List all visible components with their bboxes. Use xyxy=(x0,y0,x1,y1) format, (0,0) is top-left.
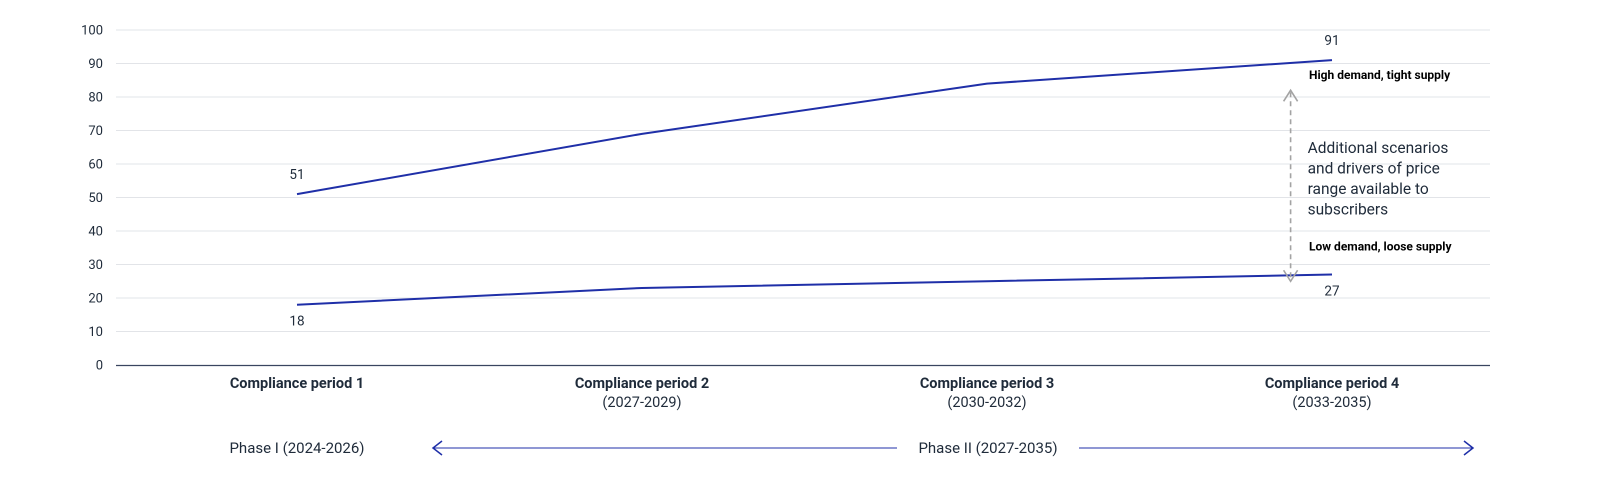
annotation-line: Additional scenarios xyxy=(1308,139,1449,157)
data-label: 91 xyxy=(1324,33,1339,49)
y-tick-label: 70 xyxy=(88,124,103,139)
series-label-high: High demand, tight supply xyxy=(1309,68,1451,82)
y-tick-label: 0 xyxy=(96,359,103,374)
x-axis-categories: Compliance period 1 Compliance period 2 (2… xyxy=(230,375,1399,411)
annotation-line: subscribers xyxy=(1308,201,1389,219)
y-tick-label: 100 xyxy=(81,24,103,39)
range-arrow-head-bottom xyxy=(1282,269,1299,283)
x-category-label: Compliance period 3 xyxy=(920,375,1054,392)
x-category-label: Compliance period 2 xyxy=(575,375,709,392)
x-category-years: (2027-2029) xyxy=(602,394,681,411)
grid-lines xyxy=(116,29,1490,332)
range-annotation: Additional scenarios and drivers of price… xyxy=(1282,88,1449,283)
x-category-label: Compliance period 4 xyxy=(1265,375,1399,392)
data-label: 51 xyxy=(289,167,304,183)
series-label-low: Low demand, loose supply xyxy=(1309,240,1452,254)
range-arrow-head-top xyxy=(1282,88,1299,102)
annotation-text: Additional scenarios and drivers of price… xyxy=(1308,139,1449,219)
y-tick-label: 80 xyxy=(88,91,103,106)
y-tick-label: 90 xyxy=(88,57,103,72)
series-line-low xyxy=(296,273,1333,306)
x-category-label: Compliance period 1 xyxy=(230,375,364,392)
y-tick-label: 60 xyxy=(88,158,103,173)
y-tick-label: 10 xyxy=(88,325,103,340)
x-category-years: (2030-2032) xyxy=(947,394,1026,411)
annotation-line: and drivers of price xyxy=(1308,160,1440,178)
y-axis-ticks: 0 10 20 30 40 50 60 70 80 90 100 xyxy=(81,24,103,374)
y-tick-label: 40 xyxy=(88,225,103,240)
phase-1-label: Phase I (2024-2026) xyxy=(229,439,364,457)
phase-2-arrow-right-head xyxy=(1463,440,1475,456)
phase-timeline: Phase I (2024-2026) Phase II (2027-2035) xyxy=(229,439,1475,457)
data-label: 18 xyxy=(289,314,304,330)
y-tick-label: 50 xyxy=(88,191,103,206)
y-tick-label: 30 xyxy=(88,258,103,273)
series-lines: 51 91 High demand, tight supply 18 27 Low dem… xyxy=(289,33,1452,330)
series-line-high xyxy=(296,59,1333,196)
annotation-line: range available to xyxy=(1308,180,1429,198)
data-label: 27 xyxy=(1324,284,1339,300)
phase-2-label: Phase II (2027-2035) xyxy=(918,439,1057,457)
y-tick-label: 20 xyxy=(88,292,103,307)
x-category-years: (2033-2035) xyxy=(1292,394,1371,411)
phase-2-arrow-left-head xyxy=(431,440,443,456)
